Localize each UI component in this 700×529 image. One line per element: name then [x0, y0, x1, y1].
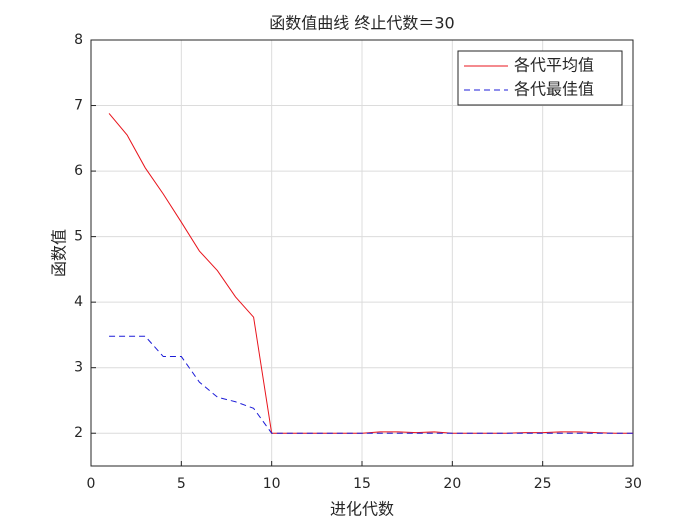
x-tick-label: 25 — [534, 476, 552, 492]
y-axis-label: 函数值 — [50, 229, 69, 277]
x-tick-label: 15 — [353, 476, 371, 492]
y-tick-label: 3 — [74, 360, 83, 376]
x-tick-label: 0 — [87, 476, 96, 492]
axes-box — [90, 39, 634, 467]
y-tick-label: 4 — [74, 294, 83, 310]
x-tick-label: 10 — [263, 476, 281, 492]
x-tick-label: 20 — [443, 476, 461, 492]
series-line — [109, 335, 633, 434]
legend-box — [457, 50, 623, 106]
chart-title: 函数值曲线 终止代数＝30 — [269, 14, 454, 33]
series-line — [108, 113, 633, 434]
y-tick-label: 5 — [74, 229, 83, 245]
x-axis-label: 进化代数 — [330, 500, 394, 519]
y-tick-label: 7 — [74, 98, 83, 114]
y-tick-label: 6 — [74, 163, 83, 179]
x-tick-label: 30 — [624, 476, 642, 492]
legend-label: 各代平均值 — [514, 56, 594, 75]
y-tick-label: 2 — [74, 425, 83, 441]
legend-label: 各代最佳值 — [514, 80, 594, 99]
x-tick-label: 5 — [177, 476, 186, 492]
y-tick-label: 8 — [74, 32, 83, 48]
